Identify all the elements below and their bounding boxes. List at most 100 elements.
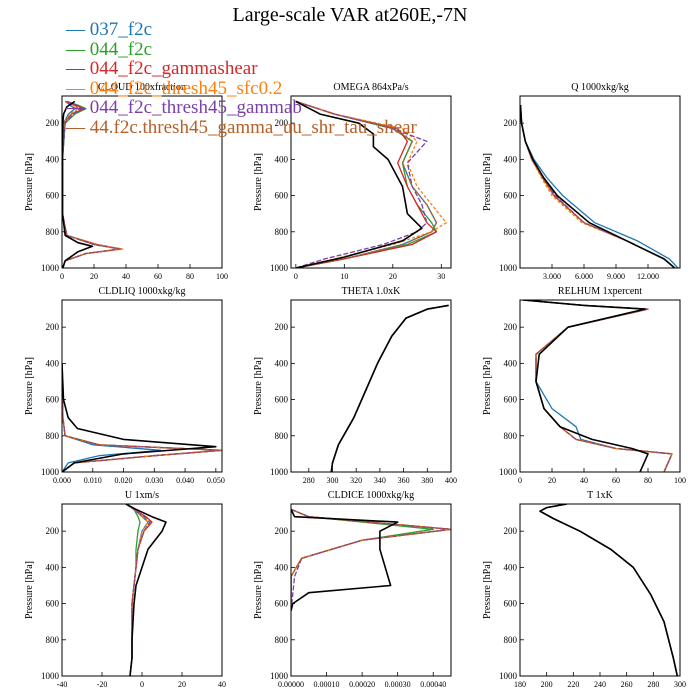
y-tick-label-cldliq-3: 800 (46, 431, 60, 441)
x-tick-label-cldice-3: 0.00030 (385, 680, 411, 689)
page-title: Large-scale VAR at260E,-7N (232, 4, 468, 26)
x-tick-label-u-0: -40 (57, 680, 68, 689)
y-tick-label-relhum-3: 800 (504, 431, 518, 441)
y-tick-label-cldliq-2: 600 (46, 395, 60, 405)
panel-frame-omega (290, 95, 452, 269)
y-tick-label-t-1: 400 (504, 562, 518, 572)
y-tick-label-t-3: 800 (504, 635, 518, 645)
x-tick-label-cloud-0: 0 (60, 272, 64, 281)
y-tick-label-q-3: 800 (504, 227, 518, 237)
y-tick-label-cldice-0: 200 (275, 526, 289, 536)
y-tick-label-cloud-0: 200 (46, 118, 60, 128)
x-tick-label-theta-3: 340 (374, 476, 386, 485)
reference-line-cldliq (62, 363, 217, 472)
y-tick-label-cldliq-1: 400 (46, 358, 60, 368)
legend-item-3: — 044_f2c_gammashear (66, 59, 417, 79)
reference-line-relhum (523, 300, 649, 472)
series-omega-4 (295, 100, 447, 268)
panel-q: Q 1000xkg/kg Pressure [hPa] 200 400 600 800 10… (482, 82, 681, 281)
x-tick-label-u-1: -20 (97, 680, 108, 689)
series-t-1 (539, 504, 678, 676)
y-axis-label-t: Pressure [hPa] (482, 561, 493, 619)
y-axis-label-omega: Pressure [hPa] (253, 153, 264, 211)
series-theta-3 (330, 304, 449, 472)
x-tick-label-omega-0: 0 (294, 272, 298, 281)
series-cldice-5 (291, 508, 451, 611)
panel-frame-t (519, 503, 681, 677)
x-tick-label-cldliq-1: 0.010 (84, 476, 102, 485)
y-axis-label-theta: Pressure [hPa] (253, 357, 264, 415)
x-tick-label-q-2: 9.000 (607, 272, 625, 281)
y-tick-label-omega-1: 400 (275, 154, 289, 164)
panel-frame-q (519, 95, 681, 269)
series-relhum-1 (523, 300, 673, 472)
x-tick-label-t-0: 180 (514, 680, 526, 689)
series-q-3 (520, 105, 676, 268)
y-tick-label-omega-3: 800 (275, 227, 289, 237)
panel-title-theta: THETA 1.0xK (342, 286, 401, 297)
y-tick-label-u-4: 1000 (41, 671, 60, 681)
y-axis-label-u: Pressure [hPa] (24, 561, 35, 619)
legend-dash-6: — (66, 116, 90, 138)
reference-line-u (125, 504, 167, 676)
x-tick-label-t-5: 280 (647, 680, 659, 689)
y-axis-label-q: Pressure [hPa] (482, 153, 493, 211)
panel-frame-theta (290, 299, 452, 473)
series-t-2 (539, 504, 678, 676)
series-u-6 (125, 504, 151, 676)
x-tick-label-relhum-2: 40 (580, 476, 588, 485)
y-axis-label-relhum: Pressure [hPa] (482, 357, 493, 415)
series-cldice-3 (291, 508, 451, 611)
x-tick-label-relhum-3: 60 (612, 476, 620, 485)
y-tick-label-cldliq-0: 200 (46, 322, 60, 332)
legend-item-6: — 44.f2c.thresh45_gamma_uu_shr_tau_shear (66, 118, 417, 138)
series-cldliq-4 (62, 363, 222, 472)
panel-title-t: T 1xK (587, 490, 613, 501)
x-tick-label-relhum-0: 0 (518, 476, 522, 485)
x-tick-label-cldliq-2: 0.020 (115, 476, 133, 485)
legend-label-5: 044_f2c_thresh45_gammab (89, 97, 302, 119)
series-cldliq-2 (62, 363, 222, 472)
panel-title-relhum: RELHUM 1xpercent (558, 286, 642, 297)
x-tick-label-t-2: 220 (567, 680, 579, 689)
x-tick-label-relhum-4: 80 (644, 476, 652, 485)
x-tick-label-cldliq-0: 0.000 (53, 476, 71, 485)
y-tick-label-t-2: 600 (504, 599, 518, 609)
x-tick-label-cldliq-4: 0.040 (176, 476, 194, 485)
y-tick-label-q-2: 600 (504, 191, 518, 201)
x-tick-label-omega-1: 10 (340, 272, 348, 281)
series-relhum-4 (523, 300, 673, 472)
legend-label-3: 044_f2c_gammashear (89, 58, 258, 80)
y-tick-label-q-0: 200 (504, 118, 518, 128)
y-tick-label-cldliq-4: 1000 (41, 467, 60, 477)
series-relhum-2 (523, 300, 673, 472)
y-tick-label-u-3: 800 (46, 635, 60, 645)
series-cldice-1 (291, 508, 451, 611)
x-tick-label-omega-3: 30 (437, 272, 445, 281)
legend-label-4: 044_f2c_thresh45_sfc0.2 (89, 77, 283, 99)
series-cldice-2 (291, 508, 434, 611)
panel-cldice: CLDICE 1000xkg/kg Pressure [hPa] 200 400 600… (253, 490, 452, 689)
x-tick-label-cloud-5: 100 (216, 272, 228, 281)
legend-dash-4: — (66, 77, 90, 99)
reference-line-q (520, 105, 676, 268)
legend-dash-1: — (66, 19, 90, 40)
series-u-3 (125, 504, 153, 676)
series-cldliq-3 (62, 363, 222, 472)
y-tick-label-cldice-2: 600 (275, 599, 289, 609)
legend-label-2: 044_f2c (89, 38, 153, 60)
y-tick-label-cloud-2: 600 (46, 191, 60, 201)
series-theta-1 (330, 304, 449, 472)
y-axis-label-cldice: Pressure [hPa] (253, 561, 264, 619)
legend: — 037_f2c — 044_f2c — 044_f2c_gammashear… (66, 20, 417, 138)
x-tick-label-cldice-2: 0.00020 (349, 680, 375, 689)
panel-frame-u (61, 503, 223, 677)
panel-cldliq: CLDLIQ 1000xkg/kg Pressure [hPa] 200 400 600… (24, 286, 225, 485)
y-tick-label-q-4: 1000 (499, 263, 518, 273)
series-cldice-6 (291, 508, 451, 611)
y-tick-label-omega-4: 1000 (270, 263, 289, 273)
legend-item-5: — 044_f2c_thresh45_gammab (66, 98, 417, 118)
